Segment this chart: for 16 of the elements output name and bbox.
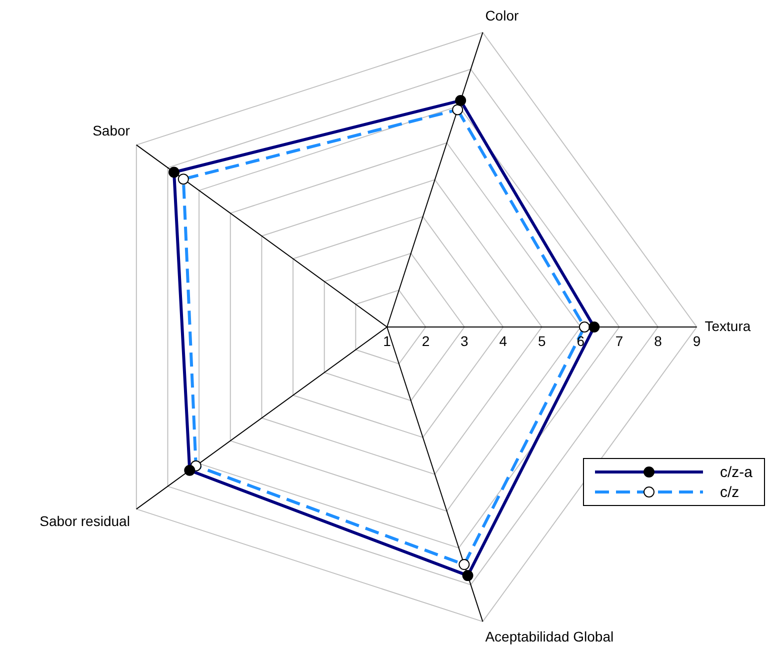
text: c/z-a bbox=[720, 464, 753, 480]
spoke-label: Aceptabilidad Global bbox=[485, 628, 614, 644]
y-tick-label: 6 bbox=[576, 332, 585, 349]
y-tick-label: 8 bbox=[654, 332, 662, 349]
y-tick-label: 7 bbox=[615, 332, 624, 349]
spoke-label: Sabor residual bbox=[40, 513, 130, 530]
y-tick-label: 1 bbox=[383, 332, 392, 349]
y-tick-label: 9 bbox=[692, 332, 701, 349]
spoke-label: Sabor bbox=[92, 122, 130, 139]
text: c/z bbox=[720, 484, 740, 500]
y-tick-label: 5 bbox=[538, 332, 546, 349]
y-tick-label: 2 bbox=[422, 332, 430, 349]
spoke-label: Color bbox=[485, 7, 519, 24]
spoke-label: Textura bbox=[704, 318, 751, 334]
y-tick-label: 4 bbox=[499, 332, 508, 349]
y-tick-label: 3 bbox=[460, 332, 469, 349]
